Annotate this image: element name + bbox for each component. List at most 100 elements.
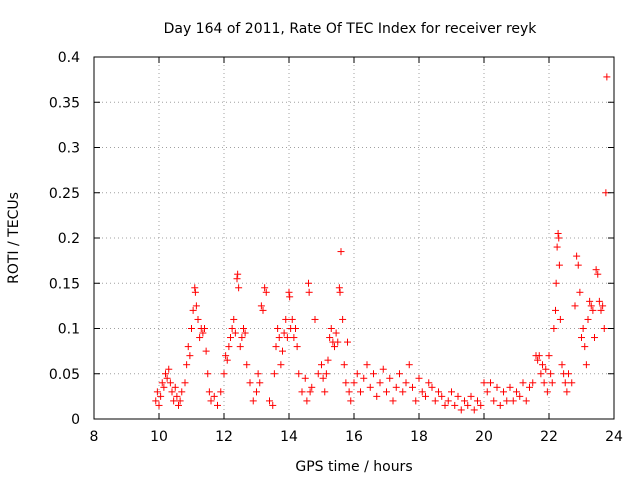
data-point-marker: [181, 379, 189, 387]
data-point-marker: [256, 379, 264, 387]
data-point-marker: [592, 266, 600, 274]
data-point-marker: [451, 401, 459, 409]
grid-lines: [94, 57, 614, 419]
data-point-marker: [233, 275, 241, 283]
data-point-marker: [555, 261, 563, 269]
data-point-marker: [322, 370, 330, 378]
data-point-marker: [534, 356, 542, 364]
data-point-marker: [396, 370, 403, 378]
data-point-marker: [399, 388, 407, 396]
data-point-marker: [335, 284, 343, 292]
data-point-marker: [553, 243, 561, 251]
data-point-marker: [319, 374, 327, 382]
x-tick-label: 8: [90, 429, 99, 445]
data-point-marker: [389, 397, 397, 405]
data-point-marker: [266, 397, 273, 405]
data-point-marker: [261, 284, 269, 292]
data-point-marker: [587, 302, 595, 310]
data-point-marker: [457, 406, 465, 414]
data-point-marker: [227, 334, 234, 342]
data-point-marker: [370, 370, 377, 378]
data-point-marker: [277, 361, 285, 369]
y-tick-label: 0.4: [58, 50, 80, 66]
data-point-marker: [503, 397, 511, 405]
data-point-marker: [292, 325, 299, 332]
data-point-marker: [318, 361, 325, 369]
data-point-marker: [537, 370, 545, 378]
data-point-marker: [545, 352, 553, 360]
y-axis-label: ROTI / TECUs: [6, 192, 22, 284]
data-point-marker: [336, 288, 344, 296]
data-point-marker: [543, 388, 551, 396]
data-point-marker: [554, 229, 562, 237]
data-point-marker: [311, 315, 319, 323]
x-tick-label: 10: [150, 429, 168, 445]
x-tick-label: 24: [605, 429, 623, 445]
data-point-marker: [363, 361, 371, 369]
x-tick-label: 16: [345, 429, 363, 445]
data-point-marker: [204, 370, 212, 378]
data-point-marker: [392, 383, 400, 391]
data-point-marker: [253, 388, 260, 396]
data-point-marker: [298, 388, 306, 396]
x-tick-label: 22: [540, 429, 558, 445]
data-point-marker: [552, 306, 559, 314]
data-point-marker: [555, 234, 563, 242]
data-point-marker: [589, 306, 597, 314]
data-point-marker: [217, 388, 225, 396]
data-point-marker: [493, 383, 501, 391]
data-point-marker: [201, 325, 208, 332]
data-point-marker: [249, 397, 257, 405]
data-point-marker: [191, 288, 199, 296]
data-point-marker: [214, 401, 221, 409]
data-point-marker: [561, 379, 569, 387]
data-point-marker: [241, 329, 249, 337]
data-point-marker: [230, 315, 238, 323]
data-point-marker: [196, 334, 204, 342]
y-tick-label: 0.3: [58, 141, 80, 157]
data-point-marker: [579, 325, 587, 332]
data-point-marker: [270, 370, 278, 378]
data-point-marker: [496, 401, 504, 409]
data-point-marker: [331, 343, 338, 351]
data-point-marker: [231, 329, 239, 337]
data-point-marker: [332, 329, 340, 337]
data-point-marker: [547, 370, 555, 378]
data-point-marker: [189, 306, 197, 314]
data-point-marker: [191, 284, 199, 292]
data-point-marker: [337, 248, 345, 256]
data-point-marker: [305, 288, 313, 296]
data-point-marker: [188, 325, 195, 332]
y-tick-label: 0.1: [58, 322, 80, 338]
data-point-marker: [483, 388, 491, 396]
data-point-marker: [295, 370, 303, 378]
data-point-marker: [163, 374, 171, 382]
data-point-marker: [168, 388, 176, 396]
data-point-marker: [563, 388, 571, 396]
data-point-marker: [516, 392, 524, 400]
data-point-marker: [603, 73, 611, 81]
data-point-marker: [550, 325, 558, 332]
data-point-marker: [306, 388, 314, 396]
axis-ticks: 8 10 12 14 16 18 20 22 24 0 0.05 0.1 0.15 0.2 0.25 0.3 0…: [49, 50, 623, 445]
data-point-marker: [321, 388, 329, 396]
data-point-marker: [194, 315, 202, 323]
data-point-marker: [290, 334, 298, 342]
data-point-marker: [205, 388, 213, 396]
data-point-marker: [474, 397, 481, 405]
x-axis-label: GPS time / hours: [295, 459, 412, 475]
data-point-marker: [272, 343, 280, 351]
data-point-marker: [340, 361, 348, 369]
data-point-marker: [578, 334, 585, 342]
data-point-marker: [347, 397, 355, 405]
y-tick-label: 0.05: [49, 367, 80, 383]
data-point-marker: [160, 383, 168, 391]
data-point-marker: [425, 379, 433, 387]
data-point-marker: [490, 397, 498, 405]
x-tick-label: 20: [475, 429, 493, 445]
data-point-marker: [173, 392, 181, 400]
data-point-marker: [576, 288, 584, 296]
data-point-marker: [574, 261, 582, 269]
data-point-marker: [152, 397, 160, 405]
data-point-marker: [594, 270, 602, 278]
